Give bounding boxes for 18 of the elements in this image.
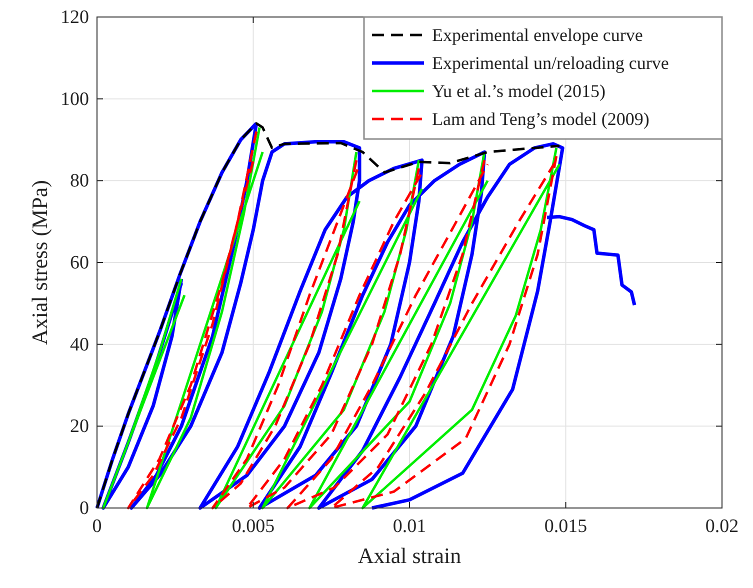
- legend-label: Experimental un/reloading curve: [432, 53, 669, 73]
- y-tick-label: 40: [70, 334, 89, 356]
- x-axis-title: Axial strain: [358, 543, 462, 568]
- x-tick-label: 0.015: [544, 516, 588, 537]
- y-tick-label: 0: [80, 498, 89, 519]
- y-tick-label: 80: [70, 170, 89, 192]
- legend-label: Lam and Teng’s model (2009): [432, 109, 650, 129]
- y-tick-label: 60: [70, 252, 89, 274]
- x-tick-label: 0.02: [705, 516, 739, 537]
- legend-label: Yu et al.’s model (2015): [432, 81, 606, 101]
- y-tick-label: 100: [60, 88, 89, 110]
- y-tick-label: 20: [70, 416, 89, 438]
- x-tick-label: 0: [92, 516, 102, 537]
- legend-label: Experimental envelope curve: [432, 25, 643, 45]
- y-axis-title: Axial stress (MPa): [27, 180, 52, 345]
- x-tick-label: 0.005: [232, 516, 275, 537]
- x-tick-label: 0.01: [392, 516, 426, 537]
- y-tick-label: 120: [60, 7, 89, 28]
